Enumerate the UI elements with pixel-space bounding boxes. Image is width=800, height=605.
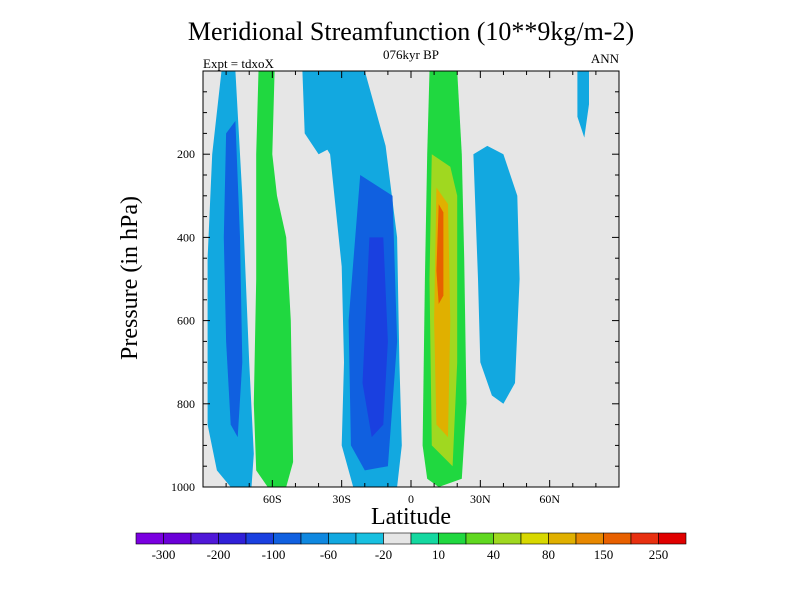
colorbar-swatch: [410, 532, 439, 545]
y-tick-label: 800: [177, 397, 195, 411]
colorbar-swatch: [493, 532, 522, 545]
contour-nh-tropical-peak: [436, 204, 444, 304]
colorbar-label: 150: [594, 547, 614, 562]
chart-subtitle-center: 076kyr BP: [383, 47, 439, 62]
y-tick-label: 400: [177, 230, 195, 244]
x-tick-label: 30N: [470, 492, 491, 506]
plot-area: [203, 71, 619, 487]
y-axis-label: Pressure (in hPa): [117, 196, 143, 360]
colorbar-swatch: [548, 532, 577, 545]
colorbar-swatch: [273, 532, 302, 545]
colorbar-label: 80: [542, 547, 555, 562]
x-tick-label: 30S: [332, 492, 351, 506]
colorbar-label: -20: [375, 547, 392, 562]
colorbar-label: -100: [262, 547, 286, 562]
colorbar-label: 10: [432, 547, 445, 562]
colorbar-swatch: [328, 532, 357, 545]
y-tick-label: 200: [177, 147, 195, 161]
colorbar: -300 -200 -100 -60 -20 10 40 80 150 250: [135, 532, 687, 562]
colorbar-swatch: [438, 532, 467, 545]
colorbar-swatch: [658, 532, 687, 545]
colorbar-label: -300: [152, 547, 176, 562]
colorbar-label: 40: [487, 547, 500, 562]
contour-nh-polar-cell: [577, 71, 589, 138]
colorbar-label: -60: [320, 547, 337, 562]
x-axis-label: Latitude: [371, 504, 451, 530]
colorbar-swatch: [163, 532, 192, 545]
colorbar-label: 250: [649, 547, 669, 562]
contour-sh-tropical-core: [362, 237, 388, 438]
colorbar-swatch: [135, 532, 164, 545]
colorbar-swatch: [355, 532, 384, 545]
contour-sh-extratropical-cell: [253, 71, 294, 487]
colorbar-swatch: [465, 532, 494, 545]
colorbar-label: -200: [207, 547, 231, 562]
axes: 60S 30S 0 30N 60N 200 400 600 800 1000: [171, 70, 620, 506]
colorbar-swatch: [245, 532, 274, 545]
colorbar-swatch: [218, 532, 247, 545]
chart-title: Meridional Streamfunction (10**9kg/m-2): [188, 17, 634, 46]
y-tick-label: 1000: [171, 480, 195, 494]
colorbar-swatch: [383, 532, 412, 545]
colorbar-swatch: [630, 532, 659, 545]
contour-sh-outer-cell-core: [223, 120, 243, 438]
chart-subtitle-right: ANN: [591, 51, 620, 66]
colorbar-swatch: [575, 532, 604, 545]
x-tick-label: 0: [408, 492, 414, 506]
x-tick-label: 60N: [539, 492, 560, 506]
colorbar-swatch: [300, 532, 329, 545]
chart-subtitle-left: Expt = tdxoX: [203, 56, 274, 71]
colorbar-swatch: [603, 532, 632, 545]
colorbar-swatch: [190, 532, 219, 545]
x-tick-label: 60S: [263, 492, 282, 506]
contour-nh-subtropical-cell: [473, 145, 520, 404]
colorbar-swatch: [520, 532, 549, 545]
y-tick-label: 600: [177, 314, 195, 328]
contour-sh-upper-cell: [302, 71, 340, 155]
